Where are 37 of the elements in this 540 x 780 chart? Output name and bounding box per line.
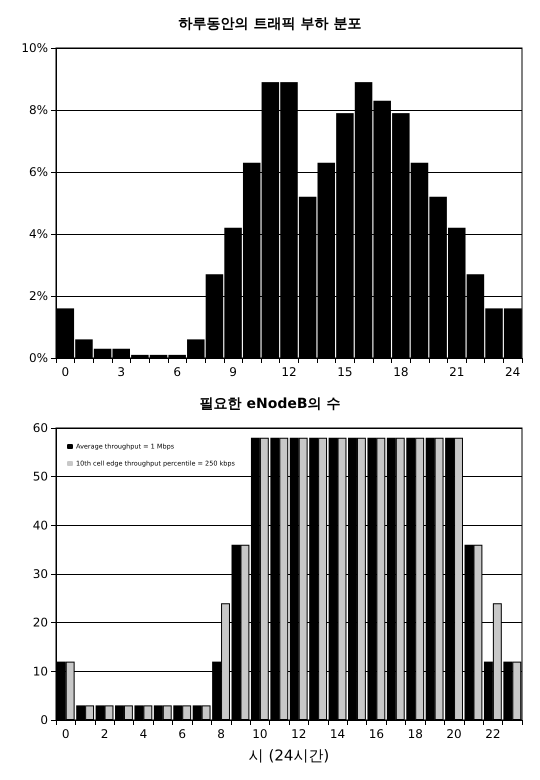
x-tick-label: 6 — [178, 727, 186, 741]
x-tick-label: 0 — [62, 727, 70, 741]
y-tick-label: 6% — [28, 165, 48, 179]
x-tick-label: 6 — [173, 365, 181, 379]
x-tick-label: 10 — [252, 727, 268, 741]
y-tick-label: 60 — [32, 421, 48, 435]
y-tick-label: 0% — [28, 351, 48, 365]
x-tick-label: 18 — [408, 727, 423, 741]
x-axis-title: 시 (24시간) — [248, 746, 330, 764]
x-tick-label: 12 — [281, 365, 297, 379]
y-tick-label: 30 — [32, 567, 48, 581]
x-tick-label: 8 — [217, 727, 225, 741]
x-tick-label: 20 — [446, 727, 462, 741]
x-tick-label: 24 — [505, 365, 520, 379]
x-tick-label: 21 — [449, 365, 464, 379]
y-tick-label: 20 — [32, 616, 48, 630]
x-tick-label: 9 — [229, 365, 237, 379]
x-tick-label: 3 — [117, 365, 126, 379]
y-tick-label: 10 — [32, 664, 48, 678]
x-tick-label: 0 — [62, 365, 70, 379]
y-tick-label: 8% — [28, 103, 48, 117]
y-tick-label: 0 — [40, 713, 48, 727]
y-tick-label: 4% — [28, 227, 48, 241]
x-tick-label: 16 — [368, 727, 384, 741]
x-tick-label: 4 — [140, 727, 148, 741]
y-tick-label: 10% — [21, 41, 48, 55]
y-tick-label: 40 — [32, 518, 48, 532]
x-tick-label: 12 — [291, 727, 306, 741]
x-tick-label: 18 — [393, 365, 408, 379]
x-tick-label: 22 — [485, 727, 501, 741]
chart-title: 필요한 eNodeB의 수 — [200, 396, 340, 412]
x-tick-label: 2 — [100, 727, 108, 741]
y-tick-label: 2% — [28, 289, 48, 303]
x-tick-label: 14 — [330, 727, 346, 741]
y-tick-label: 50 — [32, 470, 48, 484]
chart-title: 하루동안의 트래픽 부하 분포 — [178, 16, 362, 32]
x-tick-label: 15 — [337, 365, 353, 379]
